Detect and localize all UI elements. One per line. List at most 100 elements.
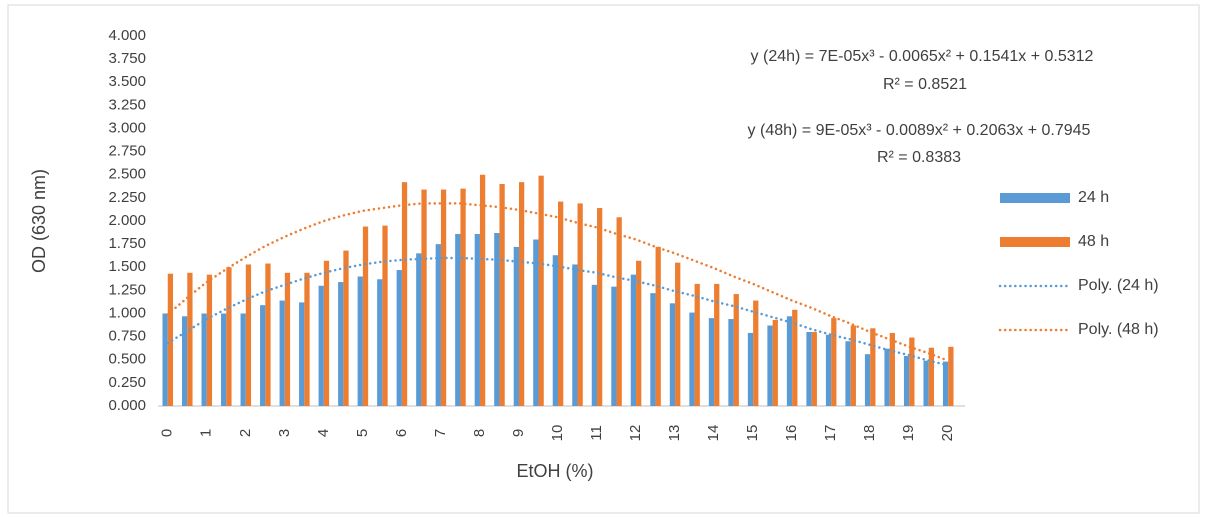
- y-tick-label: 3.250: [108, 96, 146, 113]
- bar: [357, 276, 363, 406]
- legend-label: Poly. (48 h): [1078, 321, 1159, 338]
- chart-border: [7, 4, 1200, 514]
- bar: [421, 189, 427, 406]
- bar: [377, 279, 383, 406]
- trend-line: [166, 256, 950, 367]
- bar: [538, 175, 544, 406]
- x-tick-label: 16: [783, 425, 800, 442]
- x-tick-label: 8: [471, 429, 488, 437]
- legend-label: 48 h: [1078, 233, 1109, 250]
- bar: [572, 264, 578, 406]
- bar: [279, 300, 285, 406]
- x-tick-label: 1: [198, 429, 215, 437]
- bar: [694, 283, 700, 406]
- bar: [455, 233, 461, 406]
- bar: [479, 174, 486, 406]
- bar: [552, 255, 558, 406]
- bar: [909, 337, 915, 406]
- bar: [182, 316, 188, 406]
- bar: [616, 217, 622, 406]
- y-tick-label: 0.750: [108, 328, 146, 345]
- y-tick-label: 2.750: [108, 143, 146, 160]
- bar: [597, 208, 603, 406]
- bar: [206, 274, 213, 406]
- bar: [806, 332, 812, 406]
- bar: [767, 325, 773, 406]
- bar: [323, 260, 330, 406]
- bar: [669, 303, 676, 406]
- bar: [396, 270, 402, 406]
- bar: [362, 226, 369, 406]
- trend-r2: R² = 0.8521: [883, 76, 967, 93]
- bar: [245, 264, 252, 406]
- y-tick-label: 0.500: [108, 351, 146, 368]
- bar: [299, 302, 305, 406]
- x-tick-label: 3: [276, 429, 293, 437]
- y-tick-label: 3.750: [108, 50, 146, 67]
- bar: [792, 309, 798, 406]
- bar: [611, 286, 617, 406]
- bar: [923, 360, 929, 406]
- bar: [811, 332, 817, 406]
- x-tick-label: 19: [900, 425, 917, 442]
- x-tick-label: 0: [159, 429, 176, 437]
- bar: [558, 201, 564, 406]
- x-tick-label: 17: [822, 425, 839, 442]
- y-tick-label: 1.250: [108, 281, 146, 298]
- bar: [689, 312, 695, 406]
- bar: [850, 325, 856, 406]
- bar: [382, 225, 388, 406]
- legend-swatch: [1000, 193, 1070, 203]
- x-tick-label: 7: [432, 429, 449, 437]
- x-tick-label: 15: [744, 425, 761, 442]
- y-tick-label: 3.000: [108, 119, 146, 136]
- bar: [675, 262, 681, 406]
- x-tick-label: 12: [627, 425, 644, 442]
- bar: [650, 293, 656, 406]
- y-tick-label: 0.250: [108, 374, 146, 391]
- bar: [708, 318, 715, 406]
- bar: [304, 272, 310, 406]
- bar: [460, 188, 466, 406]
- bar: [240, 313, 246, 406]
- bar: [903, 356, 910, 406]
- bar: [591, 284, 598, 406]
- bar: [928, 347, 934, 406]
- bar: [786, 316, 793, 406]
- legend-label: Poly. (24 h): [1078, 277, 1159, 294]
- bar: [401, 182, 408, 406]
- bar: [884, 348, 890, 406]
- bar: [831, 318, 837, 406]
- y-tick-label: 3.500: [108, 73, 146, 90]
- bar: [265, 263, 271, 406]
- y-tick-label: 2.250: [108, 189, 146, 206]
- bar: [728, 319, 734, 406]
- bar: [733, 294, 739, 406]
- bar: [167, 273, 174, 406]
- legend-label: 24 h: [1078, 189, 1109, 206]
- trend-equation: y (24h) = 7E-05x³ - 0.0065x² + 0.1541x +…: [751, 48, 1094, 65]
- bar: [630, 274, 637, 406]
- bar: [260, 305, 266, 406]
- trend-equation: y (48h) = 9E-05x³ - 0.0089x² + 0.2063x +…: [748, 122, 1091, 139]
- bar: [714, 283, 720, 406]
- bar: [747, 332, 754, 406]
- bar: [845, 341, 851, 406]
- bar: [499, 184, 505, 406]
- bar: [825, 334, 832, 406]
- bar: [753, 300, 759, 406]
- bar: [162, 313, 168, 406]
- y-tick-label: 1.750: [108, 235, 146, 252]
- bar: [416, 253, 422, 406]
- y-axis-title: OD (630 nm): [29, 169, 49, 273]
- bar: [948, 346, 954, 406]
- bar: [435, 244, 441, 406]
- bar: [201, 313, 207, 406]
- x-axis-title: EtOH (%): [516, 461, 593, 481]
- y-tick-label: 2.500: [108, 166, 146, 183]
- x-tick-label: 11: [588, 425, 605, 441]
- bar: [889, 332, 895, 406]
- bar: [513, 246, 519, 406]
- y-tick-label: 4.000: [108, 27, 146, 44]
- bar: [440, 189, 447, 406]
